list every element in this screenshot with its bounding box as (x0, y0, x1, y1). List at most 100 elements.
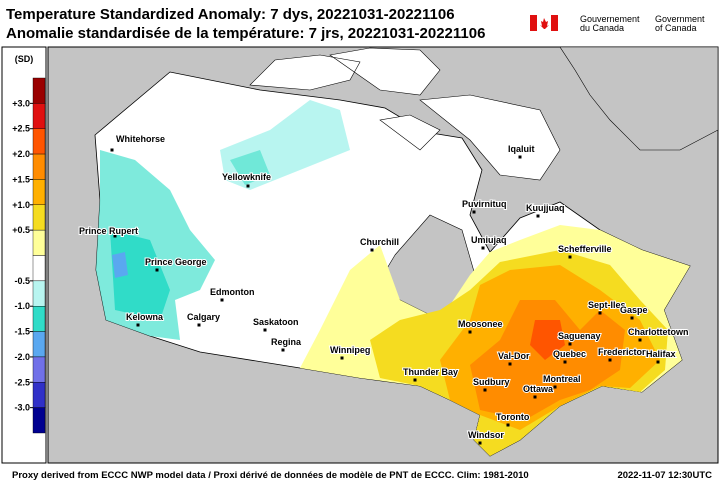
city-label: Charlottetown (628, 327, 689, 337)
legend-swatch (32, 331, 46, 358)
legend-tick-label: +2.5 (12, 124, 30, 134)
legend-swatch (32, 103, 46, 129)
legend-tick-label: -1.5 (14, 327, 30, 337)
legend-unit: (SD) (15, 54, 34, 64)
city-label: Saskatoon (253, 317, 299, 327)
city-label: Yellowknife (222, 172, 271, 182)
title-fr: Anomalie standardisée de la température:… (6, 25, 485, 42)
legend-swatch (32, 280, 46, 307)
city-label: Thunder Bay (403, 367, 458, 377)
city-label: Umiujaq (471, 235, 507, 245)
cities: Whitehorse Yellowknife Iqaluit Prince Ruper… (78, 133, 690, 445)
gov-logo (530, 15, 558, 31)
legend-swatch (32, 356, 46, 383)
city-label: Calgary (187, 312, 220, 322)
legend-tick-label: -2.0 (14, 352, 30, 362)
city-label: Edmonton (210, 287, 255, 297)
city-dot (220, 298, 224, 302)
city-dot (483, 388, 487, 392)
legend-tick-label: +1.5 (12, 174, 30, 184)
city-dot (478, 441, 482, 445)
city-label: Schefferville (558, 244, 612, 254)
gov-fr: du Canada (580, 23, 624, 33)
city-label: Winnipeg (330, 345, 370, 355)
legend-swatch (32, 255, 46, 282)
city-dot (608, 358, 612, 362)
city-label: Saguenay (558, 331, 601, 341)
city-label: Kuujjuaq (526, 203, 565, 213)
city-dot (197, 323, 201, 327)
city-dot (508, 362, 512, 366)
gov-en: of Canada (655, 23, 697, 33)
city-dot (553, 385, 557, 389)
city-label: Kelowna (126, 312, 164, 322)
legend-tick-label: -1.0 (14, 301, 30, 311)
city-label: Regina (271, 337, 302, 347)
legend-swatch (32, 153, 46, 180)
city-dot (536, 214, 540, 218)
city-dot (155, 268, 159, 272)
city-label: Montreal (543, 374, 581, 384)
legend-swatch (32, 179, 46, 205)
gov-en: Government (655, 14, 705, 24)
city-dot (370, 248, 374, 252)
city-dot (136, 323, 140, 327)
city-dot (638, 338, 642, 342)
title: Temperature Standardized Anomaly: 7 dys,… (6, 6, 455, 23)
city-dot (110, 148, 114, 152)
legend-swatch (32, 204, 46, 231)
city-dot (563, 360, 567, 364)
city-dot (598, 311, 602, 315)
legend-swatch (32, 407, 46, 434)
legend-swatch (32, 382, 46, 408)
legend-swatch (32, 306, 46, 332)
city-label: Sudbury (473, 377, 510, 387)
legend-tick-label: +2.0 (12, 149, 30, 159)
legend-tick-label: +0.5 (12, 225, 30, 235)
city-label: Val-Dor (498, 351, 530, 361)
legend: +3.0 +2.5 +2.0 +1.5 +1.0 +0.5 -0.5 -1.0 -1.5 -2.0… (12, 77, 46, 434)
gov-fr: Gouvernement (580, 14, 640, 24)
city-dot (340, 356, 344, 360)
legend-swatch (32, 128, 46, 155)
city-dot (481, 246, 485, 250)
city-dot (246, 184, 250, 188)
city-dot (656, 360, 660, 364)
footer-note: Proxy derived from ECCC NWP model data /… (12, 470, 529, 481)
city-dot (518, 155, 522, 159)
city-label: Toronto (496, 412, 530, 422)
city-label: Windsor (468, 430, 504, 440)
legend-tick-label: -2.5 (14, 377, 30, 387)
legend-swatch (32, 77, 46, 104)
city-dot (630, 316, 634, 320)
legend-tick-label: -3.0 (14, 403, 30, 413)
city-dot (413, 378, 417, 382)
city-label: Sept-Iles (588, 300, 626, 310)
legend-tick-label: +3.0 (12, 98, 30, 108)
city-label: Quebec (553, 349, 586, 359)
city-label: Whitehorse (116, 134, 165, 144)
city-dot (281, 348, 285, 352)
city-dot (113, 234, 117, 238)
city-dot (568, 342, 572, 346)
city-dot (533, 395, 537, 399)
city-dot (263, 328, 267, 332)
city-label: Ottawa (523, 384, 554, 394)
city-label: Gaspe (620, 305, 648, 315)
city-label: Moosonee (458, 319, 503, 329)
city-label: Churchill (360, 237, 399, 247)
city-label: Fredericton (598, 347, 648, 357)
legend-swatch (32, 229, 46, 256)
city-label: Prince George (145, 257, 207, 267)
city-dot (468, 330, 472, 334)
city-dot (568, 255, 572, 259)
city-dot (506, 423, 510, 427)
map (47, 46, 719, 464)
timestamp: 2022-11-07 12:30UTC (617, 470, 712, 481)
city-label: Iqaluit (508, 144, 535, 154)
city-label: Prince Rupert (79, 226, 138, 236)
legend-tick-label: +1.0 (12, 200, 30, 210)
city-label: Puvirnituq (462, 199, 507, 209)
city-label: Halifax (646, 349, 676, 359)
